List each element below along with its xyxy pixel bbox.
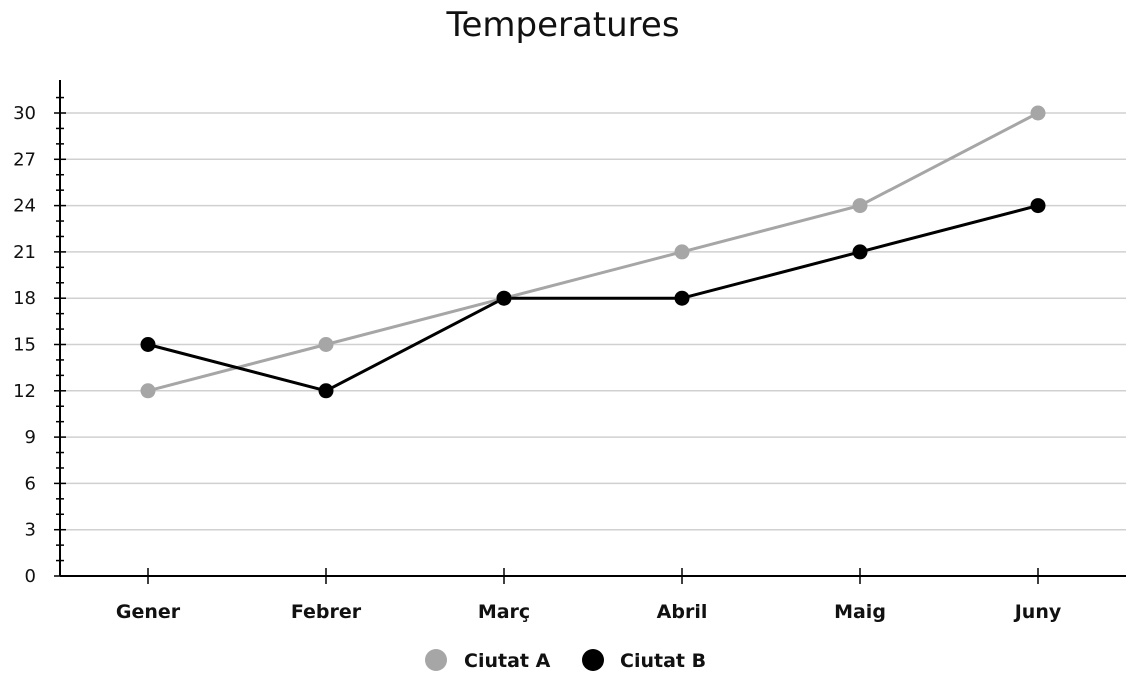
data-point — [852, 244, 868, 260]
x-tick-label: Febrer — [291, 601, 362, 623]
x-tick-label: Abril — [657, 601, 708, 623]
x-tick-label: Gener — [116, 601, 181, 623]
data-point — [674, 244, 690, 260]
series-group — [140, 105, 1046, 399]
legend-label: Ciutat A — [464, 650, 551, 672]
chart-title: Temperatures — [445, 5, 679, 45]
y-tick-label: 9 — [25, 427, 36, 448]
series-line-2 — [147, 204, 1039, 393]
data-point — [140, 383, 156, 399]
data-point — [318, 383, 334, 399]
y-tick-label: 24 — [13, 196, 36, 217]
legend-marker — [425, 649, 447, 671]
legend-label: Ciutat B — [620, 650, 706, 672]
data-point — [140, 337, 156, 352]
y-tick-label: 6 — [25, 473, 36, 494]
data-point — [1030, 105, 1046, 121]
data-point — [318, 337, 334, 352]
series-line-1 — [147, 111, 1039, 393]
x-tick-label: Març — [478, 601, 530, 623]
legend: Ciutat A Ciutat B — [425, 649, 706, 672]
y-tick-label: 27 — [13, 149, 36, 170]
y-tick-label: 3 — [25, 520, 36, 541]
data-point — [1030, 198, 1046, 214]
y-tick-label: 12 — [13, 381, 36, 402]
y-tick-label: 30 — [13, 103, 36, 124]
legend-marker — [582, 649, 604, 671]
data-point — [496, 290, 512, 306]
x-tick-label: Maig — [834, 601, 886, 623]
data-point — [674, 290, 690, 306]
x-tick-label: Juny — [1013, 601, 1062, 623]
y-tick-label: 18 — [13, 288, 36, 309]
axes: 0 3 6 9 12 15 18 21 24 27 30 Gener Febrer Març Abril Ma… — [13, 80, 1126, 623]
data-point — [852, 198, 868, 214]
y-tick-label: 0 — [25, 566, 36, 587]
y-tick-label: 21 — [13, 242, 36, 263]
gridlines — [60, 112, 1126, 531]
y-tick-label: 15 — [13, 335, 36, 356]
